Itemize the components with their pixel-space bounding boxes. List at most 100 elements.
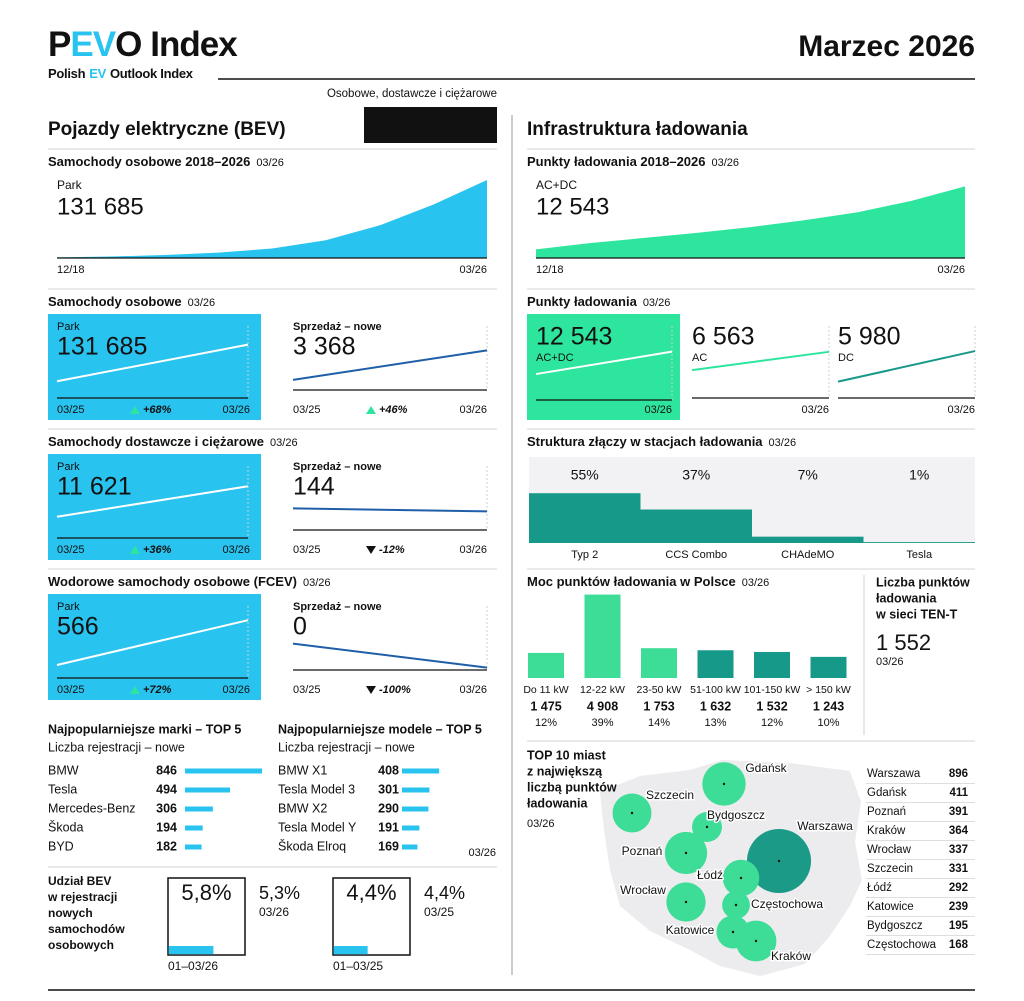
value-label: 1 243 [813, 699, 844, 713]
city-label: Bydgoszcz [707, 808, 765, 822]
bar [640, 509, 752, 543]
points-value: 6 563 [692, 323, 755, 351]
city-dot [684, 900, 688, 904]
trend-line [535, 350, 673, 376]
table-city: Gdańsk [867, 787, 907, 799]
series-value: 12 543 [536, 193, 609, 220]
trend-icon [130, 546, 140, 554]
table-value: 292 [949, 882, 968, 894]
logo-part: Index [150, 25, 238, 64]
table-city: Częstochowa [867, 939, 937, 951]
section-date: 03/26 [303, 577, 331, 589]
share-label: 12% [761, 717, 783, 729]
row-name: BYD [48, 839, 74, 853]
row-name: BMW X2 [278, 801, 327, 815]
bar [810, 656, 847, 678]
trend-icon [130, 686, 140, 694]
change: +36% [143, 544, 172, 556]
series-label: AC+DC [536, 178, 577, 192]
bar [402, 844, 418, 850]
change: +46% [379, 404, 408, 416]
city-label: Kraków [771, 949, 811, 963]
period-end: 03/26 [459, 544, 487, 556]
share-title: samochodów [48, 922, 125, 936]
trend-line [292, 507, 488, 513]
category-label: 101-150 kW [744, 684, 801, 696]
logo: PEVO Index [48, 25, 238, 64]
sales-value: 144 [293, 473, 335, 501]
table-value: 391 [949, 806, 969, 818]
section-title: Punkty ładowania [527, 294, 638, 309]
bar [863, 542, 975, 543]
change: +72% [143, 684, 172, 696]
sales-label: Sprzedaż – nowe [293, 321, 382, 333]
share-compare-date: 03/25 [424, 905, 454, 919]
share-value: 4,4% [346, 880, 396, 905]
x-end: 03/26 [937, 264, 965, 276]
tent-title: Liczba punktów [876, 575, 970, 589]
total-box [364, 107, 497, 143]
park-label: Park [57, 461, 80, 473]
trend-icon [366, 406, 376, 414]
period-end: 03/26 [459, 404, 487, 416]
park-label: Park [57, 601, 80, 613]
city-dot [684, 851, 688, 855]
city-label: Łódź [697, 868, 723, 882]
park-box [48, 454, 261, 560]
section-date: 03/26 [270, 437, 298, 449]
row-name: BMW [48, 763, 79, 777]
row-name: Tesla Model 3 [278, 782, 355, 796]
category-label: 23-50 kW [637, 684, 682, 696]
value-label: 1 475 [530, 699, 561, 713]
share-title: w rejestracji [47, 890, 117, 904]
city-dot [722, 782, 726, 786]
section-title: Punkty ładowania 2018–2026 [527, 154, 705, 169]
cities-title: ładowania [527, 796, 588, 810]
period-start: 03/25 [57, 404, 85, 416]
share-title: Udział BEV [48, 874, 111, 888]
city-dot [754, 939, 758, 943]
models-date: 03/26 [468, 847, 496, 859]
period-end: 03/26 [459, 684, 487, 696]
row-value: 846 [156, 763, 177, 777]
table-city: Szczecin [867, 863, 913, 875]
table-city: Bydgoszcz [867, 920, 923, 932]
logo-subtitle: Polish EV Outlook Index [48, 66, 194, 81]
period-end: 03/26 [222, 684, 250, 696]
row-name: Mercedes-Benz [48, 801, 136, 815]
section-date: 03/26 [711, 157, 739, 169]
category-label: > 150 kW [806, 684, 851, 696]
category-label: Tesla [906, 549, 933, 561]
row-value: 408 [378, 763, 399, 777]
row-value: 194 [156, 820, 177, 834]
table-value: 896 [949, 768, 968, 780]
city-dot [630, 811, 634, 815]
points-label: DC [838, 352, 854, 364]
row-value: 301 [378, 782, 399, 796]
row-value: 290 [378, 801, 399, 815]
row-value: 182 [156, 839, 177, 853]
category-label: Do 11 kW [523, 684, 568, 696]
cities-date: 03/26 [527, 818, 555, 830]
table-value: 411 [949, 787, 968, 799]
trend-line [56, 343, 249, 383]
period-start: 03/25 [293, 684, 321, 696]
table-value: 195 [949, 920, 969, 932]
value-label: 55% [571, 467, 599, 483]
table-city: Wrocław [867, 844, 912, 856]
subtitle-part: EV [89, 66, 106, 81]
share-box [167, 877, 246, 956]
row-value: 494 [156, 782, 177, 796]
bar [697, 650, 734, 678]
city-label: Poznań [622, 844, 663, 858]
value-label: 1% [909, 467, 929, 483]
table-city: Poznań [867, 806, 906, 818]
table-value: 331 [949, 863, 969, 875]
change: -12% [379, 544, 405, 556]
logo-part: O [115, 25, 141, 64]
row-name: Škoda [48, 819, 83, 834]
section-date: 03/26 [188, 297, 216, 309]
change: -100% [379, 684, 411, 696]
period-start: 03/25 [57, 684, 85, 696]
